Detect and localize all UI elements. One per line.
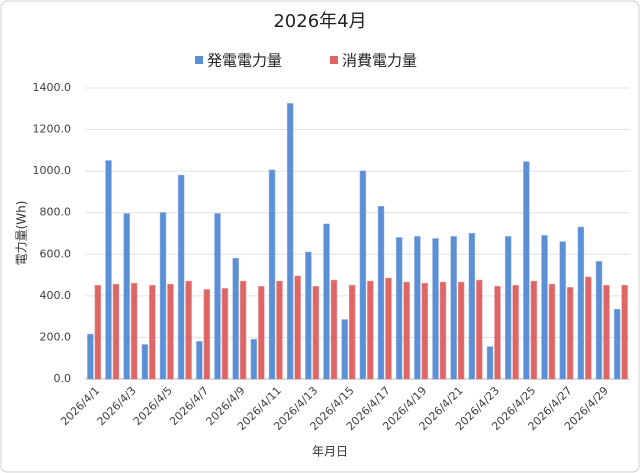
bar xyxy=(359,170,367,380)
legend-label: 発電電力量 xyxy=(207,52,282,70)
bar xyxy=(185,280,192,380)
bar xyxy=(450,236,457,380)
bar xyxy=(494,286,501,380)
bar xyxy=(523,161,530,380)
bar xyxy=(286,103,294,380)
bar xyxy=(167,283,174,380)
y-tick-label: 1400.0 xyxy=(33,81,72,94)
bar xyxy=(559,241,566,380)
bar xyxy=(276,280,283,380)
y-tick-label: 1200.0 xyxy=(33,123,72,136)
bar xyxy=(385,277,392,380)
bar xyxy=(312,286,320,380)
y-tick-label: 400.0 xyxy=(40,289,72,302)
bar xyxy=(105,160,112,380)
bar xyxy=(377,205,385,380)
bar xyxy=(250,339,258,380)
bar xyxy=(87,333,94,380)
bar xyxy=(149,284,156,380)
bar xyxy=(221,288,229,380)
legend-label: 消費電力量 xyxy=(342,52,417,70)
bar xyxy=(367,280,374,380)
bar xyxy=(403,281,410,380)
bar xyxy=(94,284,102,380)
bar xyxy=(613,308,621,380)
bar xyxy=(468,233,476,380)
bar xyxy=(341,319,348,380)
y-tick-label: 800.0 xyxy=(40,206,72,219)
bar xyxy=(595,261,603,380)
bar xyxy=(395,237,403,380)
legend-swatch xyxy=(195,56,203,64)
bar xyxy=(294,275,301,380)
bar xyxy=(512,284,519,380)
bar xyxy=(414,236,421,380)
bar xyxy=(141,344,149,380)
bar xyxy=(457,281,465,380)
y-axis-title: 電力量(Wh) xyxy=(15,201,29,266)
bar xyxy=(603,284,610,380)
bar xyxy=(268,169,276,380)
bar xyxy=(330,279,338,380)
bar xyxy=(348,284,356,380)
bar xyxy=(504,236,512,380)
bar xyxy=(439,281,447,380)
x-axis-title: 年月日 xyxy=(312,445,348,459)
bar xyxy=(548,283,556,380)
y-tick-label: 0.0 xyxy=(54,372,72,385)
bar xyxy=(577,226,585,380)
bar xyxy=(476,279,483,380)
bar xyxy=(305,251,312,380)
y-tick-label: 600.0 xyxy=(40,247,72,260)
y-tick-label: 1000.0 xyxy=(33,164,72,177)
bar xyxy=(258,286,265,380)
bar xyxy=(486,346,494,380)
bar xyxy=(239,280,247,380)
bar xyxy=(130,282,138,380)
bar xyxy=(177,174,185,380)
bar xyxy=(159,212,167,380)
chart-title: 2026年4月 xyxy=(273,11,366,32)
bar xyxy=(530,280,538,380)
bar xyxy=(232,257,239,380)
bar xyxy=(585,276,592,380)
bar xyxy=(541,235,548,380)
y-tick-label: 200.0 xyxy=(40,330,72,343)
bar xyxy=(123,213,130,380)
legend-swatch xyxy=(330,56,338,64)
bar xyxy=(203,289,211,380)
bar xyxy=(214,213,221,380)
bar xyxy=(323,223,330,380)
bar xyxy=(432,238,439,380)
bar xyxy=(421,282,429,380)
bar xyxy=(621,284,628,380)
bar xyxy=(566,287,574,380)
bar xyxy=(112,283,120,380)
bar xyxy=(196,341,203,380)
